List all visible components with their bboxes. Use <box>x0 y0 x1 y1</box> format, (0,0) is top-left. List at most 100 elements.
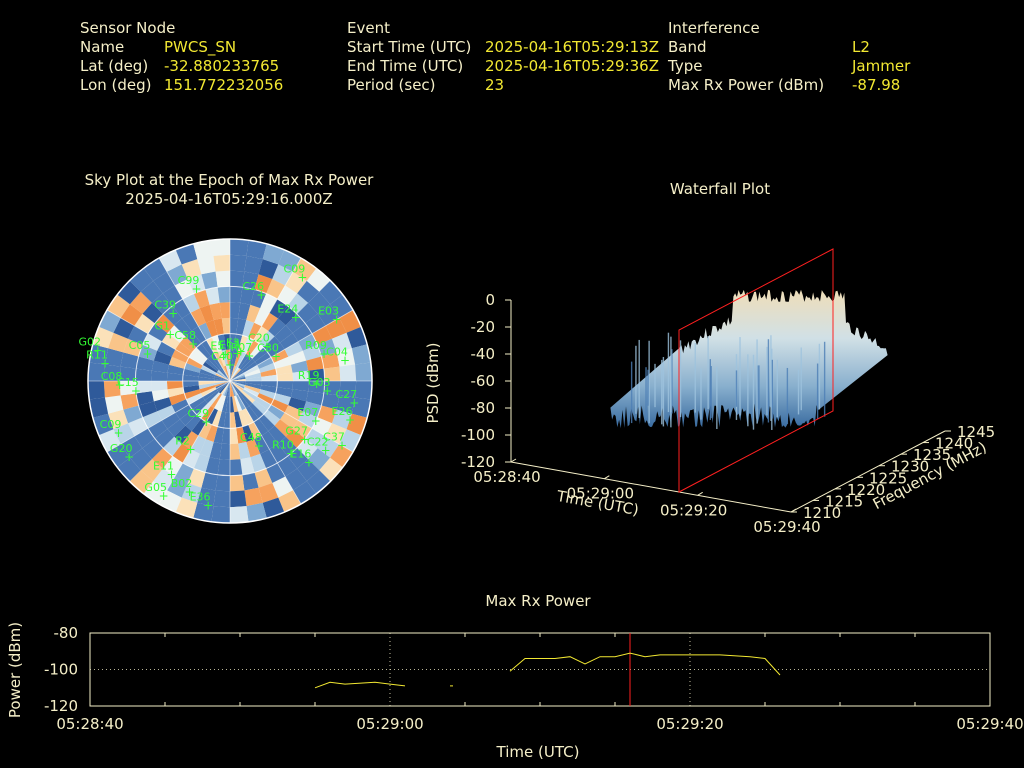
skyplot-satellite-label: C29 <box>187 407 209 420</box>
power-y-tick-label: -100 <box>44 661 78 679</box>
skyplot-azimuth-spoke <box>158 257 231 382</box>
skyplot-satellite-marker: + <box>166 468 176 482</box>
skyplot-satellite-label: C26 <box>242 280 264 293</box>
skyplot-satellite-label: C22 <box>307 436 329 449</box>
event-start-value: 2025-04-16T05:29:13Z <box>485 38 659 56</box>
skyplot-satellite-marker: + <box>262 340 272 354</box>
skyplot-satellite-marker: + <box>188 337 198 351</box>
skyplot-satellite-label: C30 <box>257 342 279 355</box>
waterfall-time-tick-label: 05:28:40 <box>473 468 540 486</box>
skyplot-satellite-label: C15 <box>117 376 139 389</box>
event-end-label: End Time (UTC) <box>347 57 464 75</box>
power-xlabel: Time (UTC) <box>496 743 580 761</box>
skyplot-satellite-marker: + <box>220 348 230 362</box>
waterfall-psd-tick-label: 0 <box>485 291 495 309</box>
skyplot-satellite-label: C99 <box>178 274 200 287</box>
interference-maxrx-value: -87.98 <box>852 76 901 94</box>
skyplot-satellite-marker: + <box>159 489 169 503</box>
skyplot-satellite-label: E36 <box>190 490 211 503</box>
sensor-name-label: Name <box>80 38 125 56</box>
power-x-tick-label: 05:28:40 <box>56 715 123 733</box>
skyplot-satellite-marker: + <box>244 349 254 363</box>
skyplot-satellite-marker: + <box>113 426 123 440</box>
waterfall-psd-tick-label: -100 <box>461 426 495 444</box>
skyplot-background <box>88 239 372 523</box>
skyplot-satellite-label: C05 <box>129 339 151 352</box>
skyplot-satellite-label: C09 <box>100 418 122 431</box>
skyplot-satellite-label: C39 <box>154 298 176 311</box>
waterfall-time-tick <box>604 475 610 480</box>
skyplot-satellite-label: C04 <box>326 346 348 359</box>
interference-band-value: L2 <box>852 38 870 56</box>
skyplot-satellite-marker: + <box>256 288 266 302</box>
event-start-label: Start Time (UTC) <box>347 38 472 56</box>
skyplot-satellite-label: C40 <box>211 350 233 363</box>
skyplot-satellite-label: G20 <box>110 442 133 455</box>
waterfall-frequency-tick-label: 1245 <box>957 423 995 441</box>
skyplot-satellite-marker: + <box>168 306 178 320</box>
skyplot-satellite-marker: + <box>271 350 281 364</box>
skyplot-satellite-marker: + <box>332 313 342 327</box>
skyplot-satellite-label: E13 <box>219 339 240 352</box>
waterfall-time-tick <box>510 458 517 463</box>
skyplot-satellite-label: E16 <box>290 448 311 461</box>
waterfall-title: Waterfall Plot <box>670 180 770 198</box>
skyplot-satellite-label: G02 <box>79 336 102 349</box>
waterfall-frequency-tick-label: 1240 <box>935 435 973 453</box>
skyplot-satellite-marker: + <box>115 378 125 392</box>
waterfall-epoch-marker-plane <box>678 248 834 493</box>
power-plot: 05:28:40 05:29:00 05:29:20 05:29:40 -80 -100 -… <box>44 624 1024 733</box>
skyplot-satellite-label: C37 <box>323 431 345 444</box>
skyplot-satellite-marker: + <box>340 354 350 368</box>
waterfall-psd-tick-label: -80 <box>471 399 496 417</box>
skyplot-satellite-label: C20 <box>248 332 270 345</box>
skyplot-satellite-marker: + <box>201 415 211 429</box>
skyplot-satellite-marker: + <box>131 384 141 398</box>
skyplot-satellite-marker: + <box>100 356 110 370</box>
waterfall-time-tick <box>697 491 703 496</box>
skyplot-grid <box>87 238 373 524</box>
skyplot-azimuth-spoke <box>229 380 354 453</box>
skyplot-azimuth-spoke <box>106 309 231 382</box>
skyplot-satellite-label: G03 <box>308 376 331 389</box>
interference-maxrx-label: Max Rx Power (dBm) <box>668 76 825 94</box>
power-x-tick-label: 05:29:00 <box>356 715 423 733</box>
sensor-lat-value: -32.880233765 <box>164 57 280 75</box>
skyplot-satellite-label: R09 <box>305 339 327 352</box>
waterfall-psd-tick-label: -60 <box>471 372 496 390</box>
skyplot-satellite-marker: + <box>232 347 242 361</box>
sensor-name-value: PWCS_SN <box>164 38 237 56</box>
waterfall-psd-tick-label: -20 <box>471 318 496 336</box>
power-x-tick-label: 05:29:40 <box>956 715 1023 733</box>
sensor-lon-value: 151.772232056 <box>164 76 284 94</box>
skyplot-satellite-marker: + <box>236 344 246 358</box>
waterfall-frequency-tick-label: 1220 <box>847 481 885 499</box>
power-ylabel: Power (dBm) <box>6 622 24 718</box>
skyplot-satellite-marker: + <box>345 413 355 427</box>
waterfall-time-tick-label: 05:29:40 <box>753 518 820 536</box>
skyplot-title: Sky Plot at the Epoch of Max Rx Power <box>85 171 375 189</box>
skyplot-satellite-marker: + <box>312 377 322 391</box>
waterfall-frequency-tick-label: 1235 <box>913 446 951 464</box>
skyplot-satellite-label: E24 <box>277 302 298 315</box>
power-series-line <box>509 652 781 676</box>
waterfall-frequency-tick-label: 1230 <box>891 458 929 476</box>
event-period-label: Period (sec) <box>347 76 436 94</box>
skyplot-satellite-marker: + <box>337 439 347 453</box>
skyplot-azimuth-spoke <box>229 380 302 505</box>
interference-type-label: Type <box>668 57 703 75</box>
interference-band-label: Band <box>668 38 707 56</box>
waterfall-time-tick-label: 05:29:00 <box>567 485 634 503</box>
skyplot-satellite-label: E03 <box>318 305 339 318</box>
event-title: Event <box>347 19 390 37</box>
skyplot-satellite-label: E11 <box>153 460 174 473</box>
waterfall-psd-tick-label: -40 <box>471 345 496 363</box>
skyplot-satellite-label: G27 <box>285 424 308 437</box>
skyplot-satellite-label: R10 <box>272 439 294 452</box>
waterfall-frequency-tick-label: 1215 <box>825 492 863 510</box>
sensor-node-title: Sensor Node <box>80 19 176 37</box>
skyplot-azimuth-spoke <box>106 380 231 453</box>
skyplot-satellite-label: E5 <box>210 340 224 353</box>
skyplot-subtitle: 2025-04-16T05:29:16.000Z <box>125 190 332 208</box>
